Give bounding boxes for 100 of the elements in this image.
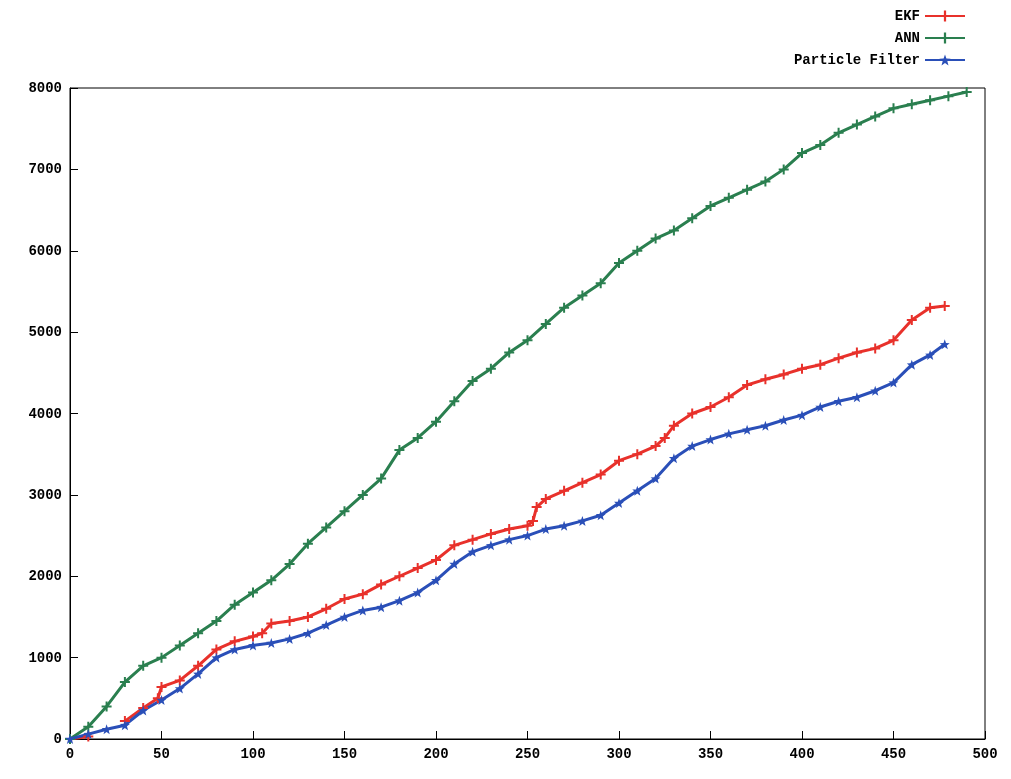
point bbox=[394, 445, 405, 456]
point bbox=[614, 498, 624, 509]
point bbox=[248, 587, 258, 598]
point bbox=[504, 347, 515, 358]
point bbox=[778, 164, 789, 175]
point bbox=[687, 213, 698, 224]
point bbox=[723, 192, 734, 203]
point bbox=[174, 683, 185, 694]
point bbox=[357, 589, 368, 600]
point bbox=[467, 375, 478, 386]
point bbox=[266, 575, 277, 586]
point bbox=[650, 473, 661, 484]
point bbox=[504, 524, 515, 535]
point bbox=[431, 416, 441, 427]
x-tick-label: 150 bbox=[331, 746, 358, 762]
point bbox=[83, 721, 94, 732]
point bbox=[723, 392, 734, 403]
point bbox=[321, 620, 332, 631]
point bbox=[193, 660, 204, 671]
point bbox=[906, 359, 917, 370]
point bbox=[851, 347, 862, 358]
point bbox=[559, 302, 570, 313]
point bbox=[531, 502, 542, 513]
point bbox=[449, 396, 460, 407]
y-tick-label: 0 bbox=[53, 731, 62, 747]
point bbox=[522, 530, 533, 541]
point bbox=[321, 603, 332, 614]
point bbox=[174, 640, 185, 651]
point bbox=[339, 594, 350, 605]
legend-label: EKF bbox=[894, 8, 920, 24]
point bbox=[302, 538, 313, 549]
point bbox=[687, 408, 698, 419]
point bbox=[632, 245, 643, 256]
point bbox=[485, 363, 496, 374]
point bbox=[614, 455, 624, 466]
point bbox=[540, 318, 551, 329]
point bbox=[339, 506, 350, 517]
y-tick-label: 7000 bbox=[28, 161, 62, 178]
point bbox=[522, 335, 533, 346]
point bbox=[595, 510, 606, 521]
point bbox=[156, 694, 167, 705]
point bbox=[778, 369, 789, 380]
point bbox=[760, 176, 771, 187]
point bbox=[760, 374, 771, 385]
point bbox=[449, 540, 460, 551]
y-tick-label: 3000 bbox=[28, 486, 62, 503]
point bbox=[467, 534, 478, 545]
point bbox=[943, 91, 954, 102]
y-tick-label: 5000 bbox=[28, 324, 62, 341]
point bbox=[412, 587, 423, 598]
x-tick-label: 250 bbox=[514, 746, 541, 762]
point bbox=[211, 644, 222, 655]
point bbox=[394, 571, 405, 582]
point bbox=[119, 677, 130, 688]
point bbox=[925, 95, 936, 106]
x-tick-label: 500 bbox=[972, 746, 998, 762]
point bbox=[888, 335, 899, 346]
point bbox=[376, 579, 387, 590]
point bbox=[742, 380, 753, 391]
point bbox=[302, 611, 313, 622]
point bbox=[797, 410, 807, 421]
point bbox=[211, 616, 222, 627]
point bbox=[284, 616, 295, 627]
x-tick-label: 450 bbox=[880, 746, 907, 762]
point bbox=[632, 485, 643, 496]
y-tick-label: 2000 bbox=[28, 568, 62, 585]
point bbox=[668, 225, 679, 236]
point bbox=[412, 432, 423, 443]
point bbox=[614, 257, 624, 268]
point bbox=[559, 485, 570, 496]
point bbox=[668, 420, 679, 431]
point bbox=[595, 469, 606, 480]
point bbox=[193, 668, 204, 679]
y-tick-label: 1000 bbox=[28, 649, 62, 666]
point bbox=[705, 200, 716, 211]
point bbox=[888, 377, 899, 388]
x-tick-label: 0 bbox=[65, 746, 75, 762]
point bbox=[138, 660, 149, 671]
point bbox=[833, 353, 844, 364]
point bbox=[540, 493, 551, 504]
point bbox=[412, 563, 423, 574]
point bbox=[742, 184, 753, 195]
legend-label: ANN bbox=[894, 30, 920, 46]
point bbox=[248, 631, 258, 642]
point bbox=[961, 87, 972, 98]
point bbox=[229, 636, 240, 647]
y-tick-label: 6000 bbox=[28, 242, 62, 259]
point bbox=[815, 359, 826, 370]
x-tick-label: 200 bbox=[423, 746, 449, 762]
point bbox=[522, 520, 533, 531]
x-tick-label: 400 bbox=[789, 746, 815, 762]
point bbox=[156, 681, 167, 692]
point bbox=[797, 363, 807, 374]
point bbox=[705, 401, 716, 412]
point bbox=[394, 595, 405, 606]
point bbox=[870, 111, 881, 122]
point bbox=[527, 515, 538, 526]
point bbox=[119, 720, 130, 731]
point bbox=[357, 489, 368, 500]
x-tick-label: 100 bbox=[240, 746, 266, 762]
